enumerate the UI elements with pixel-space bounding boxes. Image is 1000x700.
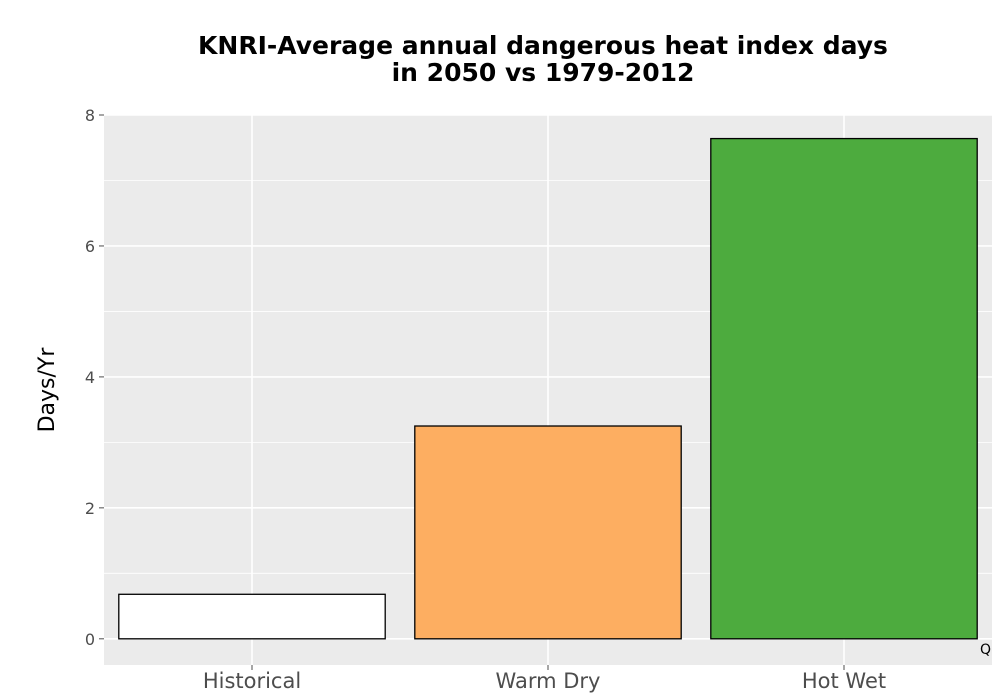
bar-historical — [118, 593, 386, 640]
y-tick-label: 0 — [85, 630, 95, 649]
corner-annotation: Q — [980, 642, 991, 658]
bar-hot-wet — [710, 137, 978, 640]
y-tick-label: 6 — [85, 237, 95, 256]
bars — [118, 137, 978, 640]
x-tick-label: Historical — [203, 669, 301, 693]
chart-title-line-2: in 2050 vs 1979-2012 — [392, 58, 695, 87]
chart-title: KNRI-Average annual dangerous heat index… — [198, 31, 888, 87]
y-tick-label: 8 — [85, 106, 95, 125]
y-tick-label: 2 — [85, 499, 95, 518]
y-tick-label: 4 — [85, 368, 95, 387]
x-tick-label: Warm Dry — [496, 669, 601, 693]
x-tick-label: Hot Wet — [802, 669, 886, 693]
x-axis: Historical Warm Dry Hot Wet — [203, 665, 886, 693]
y-axis: 0 2 4 6 8 — [85, 106, 104, 649]
chart-title-line-1: KNRI-Average annual dangerous heat index… — [198, 31, 888, 60]
y-axis-title: Days/Yr — [35, 347, 60, 433]
bar-warm-dry — [414, 425, 682, 640]
